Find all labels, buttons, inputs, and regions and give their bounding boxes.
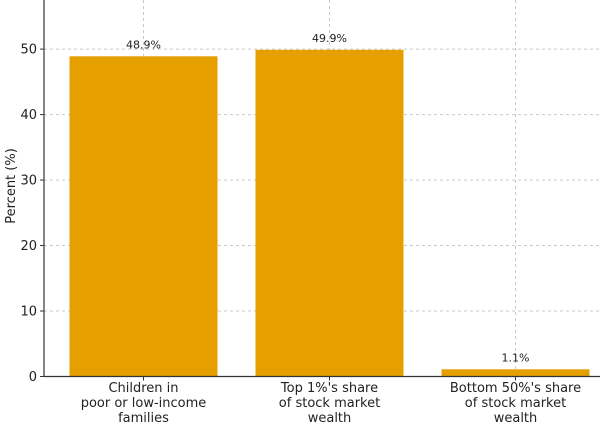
- y-tick-label: 20: [20, 239, 37, 254]
- x-tick-label: Top 1%'s share of stock market wealth: [279, 381, 380, 426]
- x-tick-label: Bottom 50%'s share of stock market wealth: [450, 381, 581, 426]
- axes-layer: [40, 0, 600, 381]
- bar: [255, 49, 404, 377]
- x-tick-label-line: wealth: [494, 411, 538, 426]
- data-label: 49.9%: [312, 32, 347, 45]
- x-tick-label-line: poor or low-income: [81, 396, 207, 411]
- x-tick-label-line: of stock market: [465, 396, 566, 411]
- data-label: 1.1%: [502, 351, 530, 364]
- x-tick-label-line: Bottom 50%'s share: [450, 381, 581, 396]
- x-tick-label: Children in poor or low-income families: [81, 381, 207, 426]
- x-tick-label-line: families: [118, 411, 169, 426]
- y-axis-title: Percent (%): [4, 148, 19, 224]
- x-tick-label-line: wealth: [308, 411, 352, 426]
- bar: [441, 369, 590, 377]
- labels-layer: 0 10 20 30 40 50 Children in poor or low-income…: [20, 32, 581, 426]
- y-tick-label: 50: [20, 43, 37, 58]
- y-tick-label: 30: [20, 174, 37, 189]
- x-tick-label-line: Children in: [108, 381, 178, 396]
- bars-layer: [69, 49, 590, 377]
- x-tick-label-line: Top 1%'s share: [280, 381, 378, 396]
- bar: [69, 56, 218, 377]
- x-tick-label-line: of stock market: [279, 396, 380, 411]
- y-tick-label: 0: [29, 370, 37, 385]
- y-tick-label: 10: [20, 305, 37, 320]
- data-label: 48.9%: [126, 38, 161, 51]
- y-tick-label: 40: [20, 108, 37, 123]
